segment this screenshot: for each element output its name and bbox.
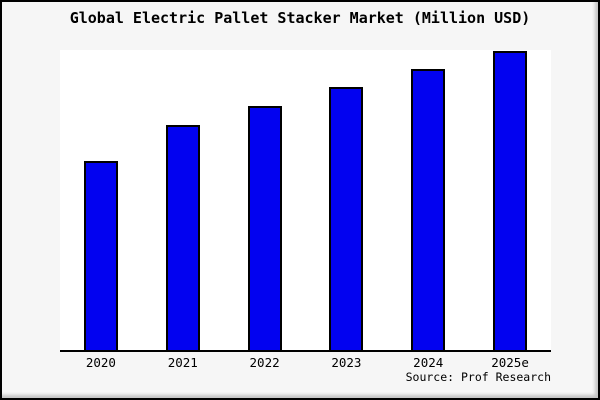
x-axis-label-2021: 2021: [167, 355, 198, 370]
bar-slot-2022: [224, 50, 306, 350]
bar-slot-2021: [142, 50, 224, 350]
chart-title: Global Electric Pallet Stacker Market (M…: [69, 9, 531, 27]
bar-2022: [247, 106, 282, 350]
plot-area: [60, 50, 551, 352]
x-axis-label-2024: 2024: [413, 355, 444, 370]
bar-2020: [83, 161, 118, 350]
bar-slot-2023: [305, 50, 387, 350]
bar-slot-2020: [60, 50, 142, 350]
x-axis-labels: 2020 2021 2022 2023 2024 2025e: [60, 355, 551, 370]
x-axis-label-2022: 2022: [249, 355, 280, 370]
x-axis-label-2023: 2023: [331, 355, 362, 370]
x-axis-label-2020: 2020: [85, 355, 116, 370]
bars: [60, 50, 551, 350]
bar-slot-2025e: [469, 50, 551, 350]
bar-2025e: [493, 50, 528, 350]
source-label: Source: Prof Research: [405, 370, 551, 384]
bar-slot-2024: [387, 50, 469, 350]
bar-2023: [329, 86, 364, 350]
bar-2021: [165, 125, 200, 350]
x-axis-label-2025e: 2025e: [491, 355, 529, 370]
bar-2024: [411, 68, 446, 350]
